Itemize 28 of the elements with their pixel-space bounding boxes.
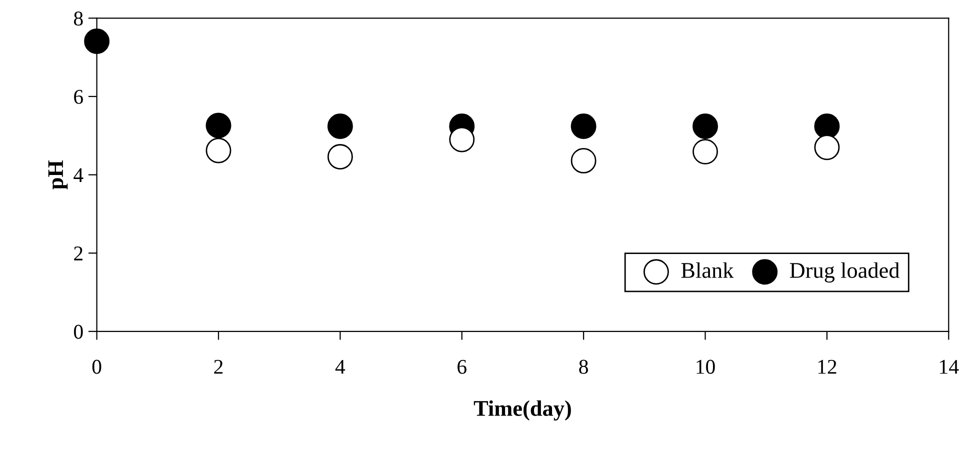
- y-tick-label: 4: [74, 168, 84, 182]
- point: [327, 144, 353, 170]
- point: [570, 114, 596, 139]
- y-tick-label: 2: [74, 246, 82, 260]
- point: [327, 114, 353, 139]
- y-tick-label: 8: [74, 12, 83, 26]
- point: [206, 138, 232, 164]
- y-axis-title: pH: [48, 160, 68, 190]
- point: [692, 114, 718, 139]
- legend-label: Blank: [681, 262, 734, 278]
- point: [449, 126, 475, 152]
- x-tick-label: 14: [940, 360, 959, 374]
- y-tick-label: 6: [74, 90, 83, 104]
- x-axis-title: Time(day): [474, 400, 571, 421]
- point: [570, 148, 596, 174]
- x-tick-label: 0: [92, 360, 102, 374]
- y-tick-label: 0: [74, 324, 83, 339]
- point: [814, 114, 840, 139]
- point: [814, 134, 840, 160]
- point: [206, 112, 232, 138]
- point: [84, 28, 110, 54]
- legend-label: Drug loaded: [790, 262, 900, 283]
- x-tick-label: 12: [818, 360, 836, 374]
- x-tick-label: 10: [696, 360, 715, 374]
- x-tick-label: 4: [335, 360, 346, 374]
- x-tick-label: 6: [458, 360, 466, 374]
- x-tick-label: 8: [579, 360, 588, 374]
- x-tick-label: 2: [214, 360, 223, 374]
